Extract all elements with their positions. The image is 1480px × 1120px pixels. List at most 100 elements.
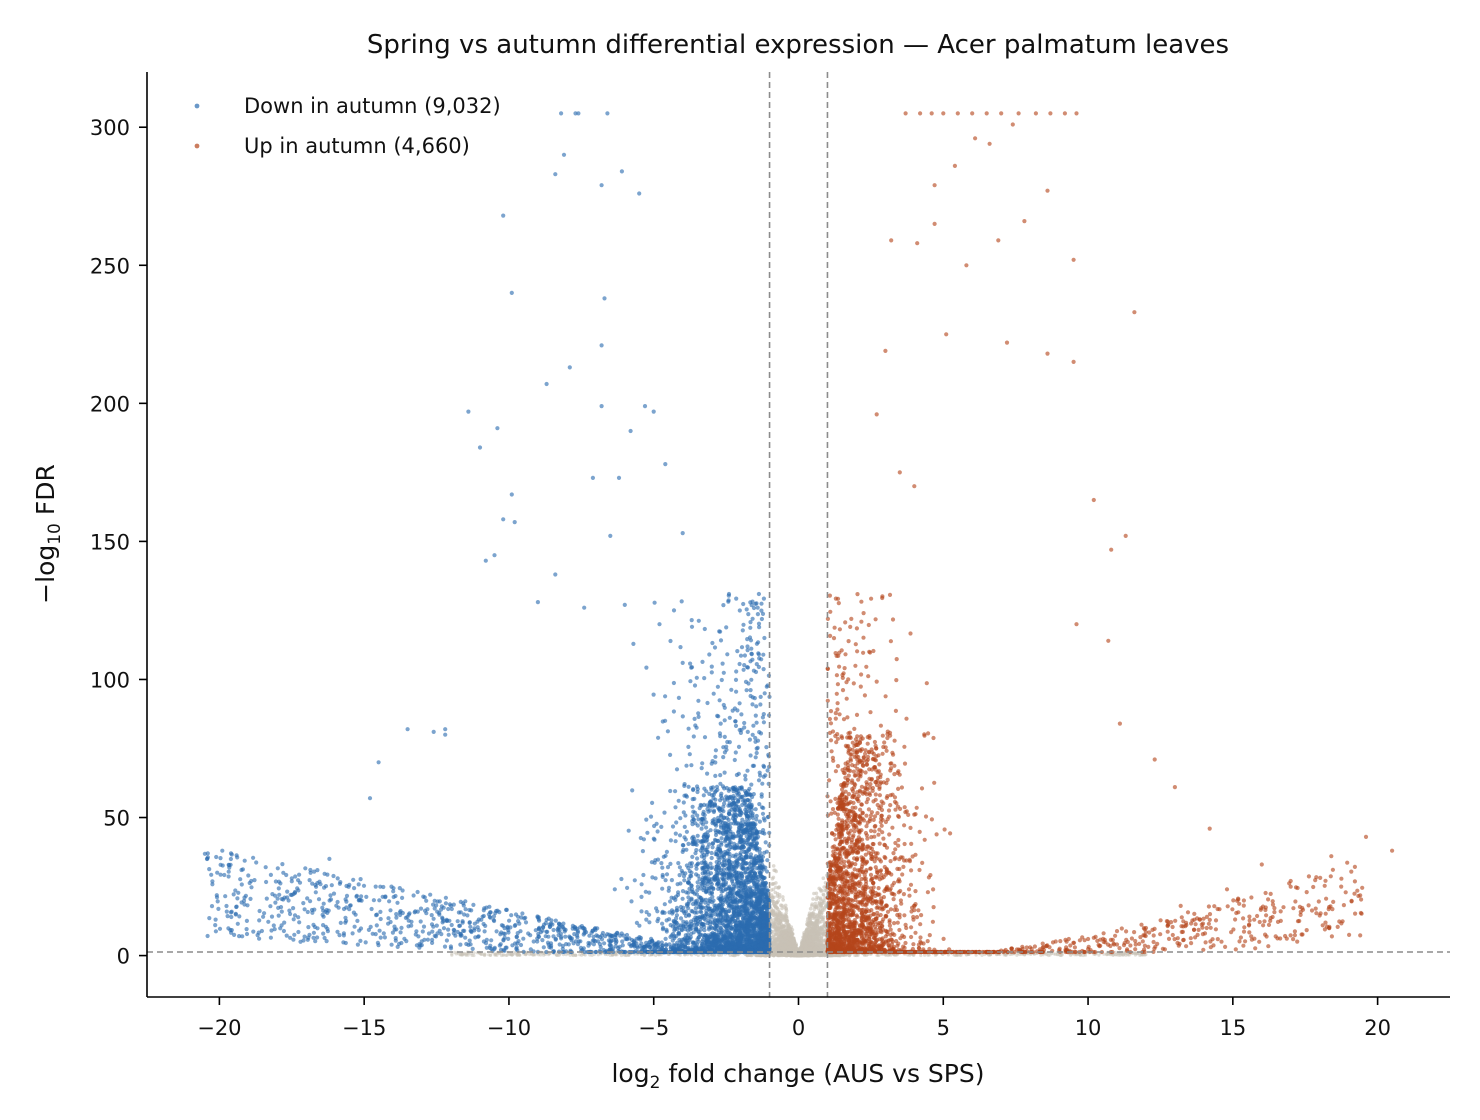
gene-point-down: [759, 601, 764, 606]
gene-point-down: [694, 910, 700, 915]
gene-point-down: [632, 878, 637, 883]
gene-point-nonsignificant: [623, 953, 627, 957]
gene-point-down: [730, 708, 735, 713]
gene-point-down: [641, 837, 647, 842]
gene-point-down: [757, 625, 762, 630]
gene-point-nonsignificant: [472, 953, 476, 958]
gene-point-down: [660, 872, 665, 878]
gene-point-down: [721, 670, 726, 675]
gene-point-down: [753, 755, 758, 760]
gene-point-nonsignificant: [771, 933, 776, 937]
gene-point-down: [710, 640, 715, 646]
gene-point-nonsignificant: [777, 893, 782, 897]
gene-point-down: [689, 763, 694, 768]
gene-point-down: [668, 638, 673, 644]
gene-point-down: [744, 688, 749, 693]
gene-point-nonsignificant: [838, 954, 842, 958]
gene-point-down: [735, 649, 740, 654]
gene-point-nonsignificant: [819, 904, 823, 908]
gene-point-down: [673, 789, 678, 794]
gene-point-nonsignificant: [775, 912, 780, 916]
gene-point-down: [759, 616, 765, 622]
gene-point-nonsignificant: [811, 897, 815, 901]
gene-point-nonsignificant: [810, 914, 815, 918]
gene-point-nonsignificant: [821, 876, 826, 880]
gene-point-nonsignificant: [818, 908, 823, 912]
gene-point-down: [753, 739, 758, 744]
gene-point-down: [718, 781, 723, 786]
gene-point-nonsignificant: [504, 953, 508, 958]
gene-point-nonsignificant: [772, 868, 776, 873]
gene-point-down: [751, 723, 756, 728]
gene-point-down: [710, 845, 715, 850]
gene-point-nonsignificant: [847, 953, 851, 958]
gene-point-down: [686, 726, 691, 731]
gene-point-down: [758, 702, 763, 707]
gene-point-down: [669, 878, 675, 883]
gene-point-down: [742, 653, 748, 658]
gene-point-down: [761, 667, 766, 672]
gene-point-nonsignificant: [776, 918, 781, 923]
gene-point-down: [668, 752, 673, 758]
gene-point-nonsignificant: [820, 888, 824, 893]
gene-point-down: [684, 863, 690, 868]
gene-point-down: [668, 838, 674, 843]
chart-title: Spring vs autumn differential expression…: [367, 30, 1229, 60]
gene-point-down: [660, 886, 665, 891]
gene-point-nonsignificant: [777, 921, 782, 926]
gene-point-down: [676, 890, 681, 895]
gene-point-nonsignificant: [818, 897, 823, 902]
gene-point-nonsignificant: [1053, 952, 1057, 956]
gene-point-nonsignificant: [788, 937, 792, 942]
gene-point-down: [709, 885, 714, 890]
gene-point-nonsignificant: [510, 953, 514, 957]
gene-point-nonsignificant: [1081, 953, 1085, 958]
gene-point-down: [684, 829, 690, 834]
gene-point-down: [682, 878, 687, 883]
gene-point-nonsignificant: [923, 953, 927, 957]
gene-point-nonsignificant: [775, 900, 779, 904]
gene-point-down: [709, 850, 714, 856]
gene-point-nonsignificant: [817, 912, 821, 917]
gene-point-down: [765, 858, 770, 863]
gene-point-nonsignificant: [808, 931, 813, 936]
gene-point-nonsignificant: [919, 953, 923, 958]
gene-point-nonsignificant: [814, 905, 819, 910]
gene-point-down: [746, 612, 751, 617]
gene-point-down: [662, 902, 667, 907]
gene-point-nonsignificant: [802, 941, 807, 945]
gene-point-nonsignificant: [770, 882, 775, 886]
gene-point-nonsignificant: [785, 921, 790, 925]
gene-point-nonsignificant: [805, 919, 810, 924]
gene-point-down: [689, 665, 694, 670]
gene-point-down: [733, 677, 739, 683]
gene-point-down: [757, 730, 762, 735]
gene-point-nonsignificant: [450, 952, 454, 956]
gene-point-down: [755, 612, 761, 617]
gene-point-nonsignificant: [619, 953, 624, 958]
gene-point-down: [739, 712, 744, 717]
gene-point-down: [720, 661, 725, 666]
gene-point-nonsignificant: [816, 939, 821, 943]
gene-point-nonsignificant: [796, 953, 800, 957]
gene-point-down: [678, 816, 683, 821]
gene-point-down: [660, 921, 665, 926]
gene-point-nonsignificant: [792, 952, 797, 956]
gene-point-nonsignificant: [717, 953, 721, 958]
gene-point-nonsignificant: [781, 898, 785, 902]
gene-point-nonsignificant: [822, 923, 826, 928]
gene-point-nonsignificant: [574, 953, 578, 957]
gene-point-nonsignificant: [642, 953, 646, 958]
gene-point-down: [727, 715, 732, 720]
gene-point-nonsignificant: [774, 881, 778, 885]
gene-point-down: [676, 798, 681, 803]
gene-point-down: [673, 839, 678, 844]
gene-point-nonsignificant: [790, 932, 795, 936]
gene-point-down: [734, 596, 739, 601]
gene-point-down: [755, 605, 760, 610]
significant-genes-layer: [202, 111, 1395, 955]
gene-point-nonsignificant: [769, 888, 774, 892]
gene-point-nonsignificant: [814, 920, 819, 924]
gene-point-down: [650, 875, 655, 880]
